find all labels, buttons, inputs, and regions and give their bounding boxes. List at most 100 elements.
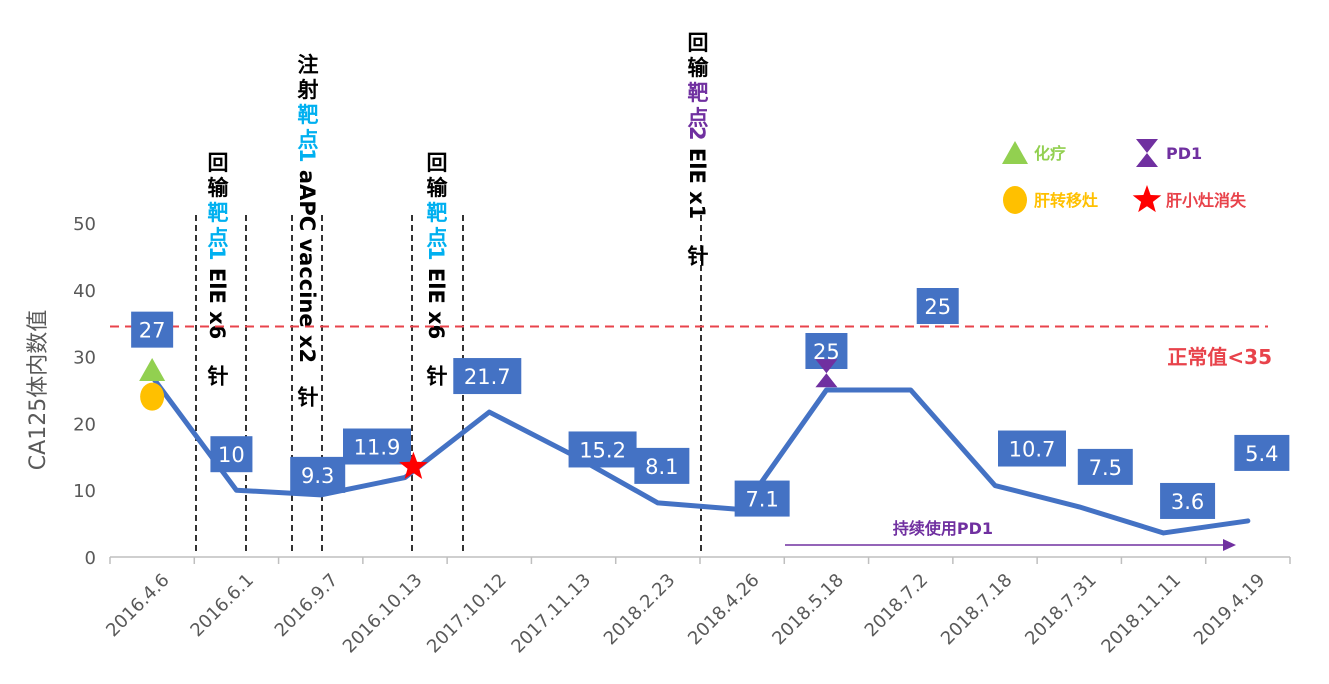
x-tick-label: 2018.2.23	[600, 570, 680, 650]
annotation-rotated-text: 1 ElE x6	[424, 246, 448, 339]
data-label-box	[343, 428, 411, 465]
data-label-box	[916, 288, 959, 324]
data-label-box	[1160, 482, 1216, 519]
x-axis: 2016.4.6 2016.6.1 2016.9.72016.10.132017.1…	[102, 556, 1291, 658]
annotation-char: 回	[427, 151, 448, 175]
y-tick-label: 40	[73, 281, 96, 302]
data-label-box	[1234, 434, 1290, 471]
data-label: 11.9	[354, 436, 401, 460]
y-axis: 0 10 20 30 40 50 CA125体内数值	[26, 214, 96, 569]
annotation-char: 输	[427, 176, 449, 200]
y-tick-label: 0	[85, 548, 96, 569]
annotation-segment: 1	[295, 148, 319, 163]
data-label: 7.1	[745, 488, 778, 512]
data-label: 10.7	[1009, 438, 1056, 462]
data-label: 8.1	[645, 455, 678, 479]
pd1-arrow-head	[1223, 539, 1236, 551]
annotation-rotated-text: 2 ElE x1	[685, 126, 709, 219]
x-tick-label: 2017.11.13	[507, 570, 595, 658]
annotation-char: 回	[208, 151, 229, 175]
annotation-char: 点	[298, 128, 319, 152]
data-label: 5.4	[1245, 442, 1278, 466]
data-label: 9.3	[301, 464, 334, 488]
reference-line-label: 正常值<35	[1167, 345, 1272, 369]
data-label: 3.6	[1171, 490, 1204, 514]
data-label-box	[1077, 448, 1133, 485]
star-marker	[399, 451, 428, 479]
data-label: 27	[139, 319, 166, 343]
triangle-marker	[139, 357, 166, 381]
data-label: 7.5	[1089, 456, 1122, 480]
legend-star-icon	[1132, 185, 1162, 213]
annotation-char: 点	[688, 106, 709, 130]
y-tick-label: 30	[73, 348, 96, 369]
x-tick-label: 2018.4.26	[684, 570, 764, 650]
data-label-box	[568, 431, 637, 468]
data-label-box	[453, 358, 522, 395]
annotation-char: 点	[208, 226, 229, 250]
annotation-segment: 1	[424, 246, 448, 261]
annotation-char: 针	[208, 365, 229, 389]
x-tick-label: 2018.11.11	[1097, 570, 1185, 658]
y-axis-label: CA125体内数值	[26, 310, 51, 470]
x-tick-label: 2019.4.19	[1190, 570, 1270, 650]
data-label-box	[210, 436, 253, 473]
x-tick-label: 2018.7.2	[861, 570, 933, 642]
data-label-box	[734, 480, 790, 517]
annotation-segment: 1	[205, 246, 229, 261]
annotation-char: 输	[688, 56, 710, 80]
y-tick-label: 10	[73, 481, 96, 502]
y-tick-label: 50	[73, 214, 96, 235]
legend-triangle-icon	[1002, 141, 1028, 164]
data-label: 15.2	[579, 438, 626, 462]
hourglass-marker	[815, 359, 838, 388]
circle-marker	[140, 382, 165, 411]
annotation-char: 靶	[208, 201, 229, 225]
event-markers	[139, 357, 838, 479]
annotation-char: 针	[427, 365, 448, 389]
annotation-rotated-text: 1 aAPC vaccine x2	[295, 148, 319, 363]
annotation-char: 针	[298, 385, 319, 409]
annotation-segment: 2	[685, 126, 709, 141]
legend-circle-icon	[1003, 186, 1027, 214]
annotation-segment: ElE x1	[685, 141, 709, 220]
annotation-char: 注	[298, 53, 319, 77]
data-label-box	[634, 447, 690, 484]
x-tick-label: 2016.6.1	[186, 570, 258, 642]
annotation-char: 靶	[688, 81, 709, 105]
legend-label: 肝小灶消失	[1166, 191, 1247, 210]
data-label: 25	[924, 295, 951, 319]
x-tick-label: 2018.7.31	[1021, 570, 1101, 650]
annotation-char: 射	[297, 78, 319, 102]
x-tick-label: 2018.7.18	[937, 570, 1017, 650]
data-label-box	[998, 430, 1066, 467]
annotation-char: 靶	[298, 103, 319, 127]
annotation-segment: aAPC vaccine x2	[295, 163, 319, 363]
annotation-char: 点	[427, 226, 448, 250]
annotation-char: 针	[688, 245, 709, 269]
annotation-char: 回	[688, 31, 709, 55]
legend-label: 肝转移灶	[1034, 191, 1098, 210]
legend-label: 化疗	[1034, 144, 1066, 163]
pd1-arrow-group: 持续使用PD1	[785, 519, 1236, 551]
data-label: 10	[218, 443, 245, 467]
annotation-char: 靶	[427, 201, 448, 225]
annotation-rotated-text: 1 ElE x6	[205, 246, 229, 339]
reference-line-group: 正常值<35	[110, 325, 1272, 369]
legend: 化疗 PD1 肝转移灶 肝小灶消失	[1002, 139, 1247, 214]
x-tick-label: 2016.10.13	[339, 570, 427, 658]
legend-label: PD1	[1166, 144, 1202, 163]
pd1-arrow-label: 持续使用PD1	[893, 519, 993, 538]
y-tick-label: 20	[73, 414, 96, 435]
x-tick-label: 2017.10.12	[423, 570, 511, 658]
x-tick-label: 2016.9.7	[271, 570, 343, 642]
annotation-char: 输	[208, 176, 230, 200]
data-label-box	[290, 456, 346, 493]
data-label: 21.7	[464, 365, 511, 389]
x-tick-label: 2016.4.6	[102, 570, 174, 642]
